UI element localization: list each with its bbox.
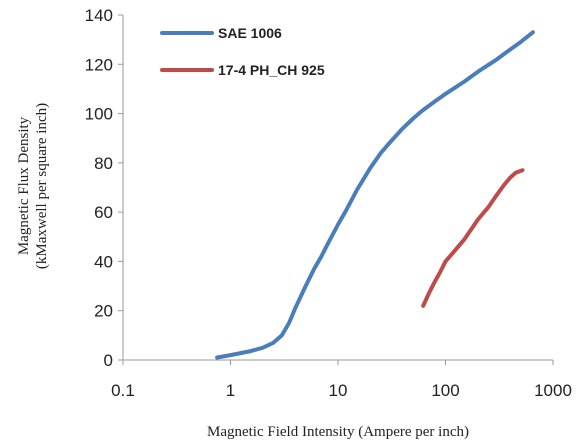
legend-label-1: SAE 1006 (218, 25, 282, 41)
legend: SAE 1006 17-4 PH_CH 925 (160, 25, 325, 78)
x-tick-label: 10 (329, 381, 348, 400)
y-tick-label: 60 (94, 203, 113, 222)
x-tick-label: 100 (431, 381, 459, 400)
y-tick-label: 0 (104, 351, 113, 370)
y-axis-title-line1: Magnetic Flux Density (16, 116, 32, 255)
series-layer (215, 30, 535, 360)
series-line-2 (421, 168, 525, 308)
y-tick-label: 120 (85, 55, 113, 74)
x-tick-label: 1000 (534, 381, 572, 400)
y-tick-label: 40 (94, 252, 113, 271)
x-ticks: 0.1 1 10 100 1000 (111, 360, 572, 400)
y-axis-title-line2: (kMaxwell per square inch) (34, 103, 50, 269)
legend-label-2: 17-4 PH_CH 925 (218, 62, 325, 78)
y-tick-label: 100 (85, 105, 113, 124)
y-ticks: 0 20 40 60 80 100 120 140 (85, 6, 123, 370)
x-tick-label: 1 (226, 381, 235, 400)
y-tick-label: 80 (94, 154, 113, 173)
y-tick-label: 140 (85, 6, 113, 25)
series-line-1 (215, 30, 535, 360)
x-tick-label: 0.1 (111, 381, 135, 400)
x-axis-title: Magnetic Field Intensity (Ampere per inc… (207, 424, 469, 440)
y-tick-label: 20 (94, 302, 113, 321)
